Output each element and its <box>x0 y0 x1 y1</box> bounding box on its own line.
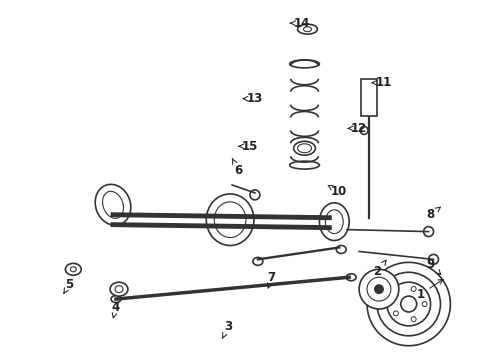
Text: 11: 11 <box>372 76 392 89</box>
Ellipse shape <box>102 191 123 218</box>
Ellipse shape <box>319 203 349 240</box>
Text: 4: 4 <box>112 301 120 318</box>
Ellipse shape <box>346 274 356 281</box>
Text: 2: 2 <box>373 260 386 278</box>
Ellipse shape <box>297 24 318 34</box>
Ellipse shape <box>111 296 121 302</box>
Ellipse shape <box>336 246 346 253</box>
Text: 14: 14 <box>291 17 310 30</box>
Text: 7: 7 <box>268 271 276 288</box>
Text: 10: 10 <box>328 185 347 198</box>
Circle shape <box>429 255 439 264</box>
Ellipse shape <box>71 267 76 272</box>
Circle shape <box>360 126 368 134</box>
Circle shape <box>422 302 427 306</box>
Ellipse shape <box>206 194 254 246</box>
Text: 5: 5 <box>64 278 74 293</box>
Text: 12: 12 <box>348 122 367 135</box>
Circle shape <box>393 292 398 297</box>
Text: 8: 8 <box>426 207 441 221</box>
Text: 1: 1 <box>416 279 443 301</box>
Ellipse shape <box>325 210 343 234</box>
Circle shape <box>401 296 416 312</box>
Circle shape <box>367 277 391 301</box>
Ellipse shape <box>214 202 246 238</box>
Bar <box>361 79 377 117</box>
Ellipse shape <box>110 282 128 296</box>
Text: 13: 13 <box>243 92 263 105</box>
Circle shape <box>377 272 441 336</box>
Text: 3: 3 <box>222 320 232 339</box>
Circle shape <box>424 227 434 237</box>
Text: 6: 6 <box>232 158 242 176</box>
Circle shape <box>411 317 416 321</box>
Circle shape <box>387 282 431 326</box>
Circle shape <box>250 190 260 200</box>
Ellipse shape <box>294 141 316 155</box>
Text: 15: 15 <box>239 140 258 153</box>
Ellipse shape <box>95 184 131 225</box>
Circle shape <box>374 284 384 294</box>
Text: 9: 9 <box>426 258 441 274</box>
Circle shape <box>393 311 398 316</box>
Ellipse shape <box>65 264 81 275</box>
Circle shape <box>367 262 450 346</box>
Ellipse shape <box>253 257 263 265</box>
Circle shape <box>411 287 416 291</box>
Circle shape <box>359 269 399 309</box>
Ellipse shape <box>115 286 123 293</box>
